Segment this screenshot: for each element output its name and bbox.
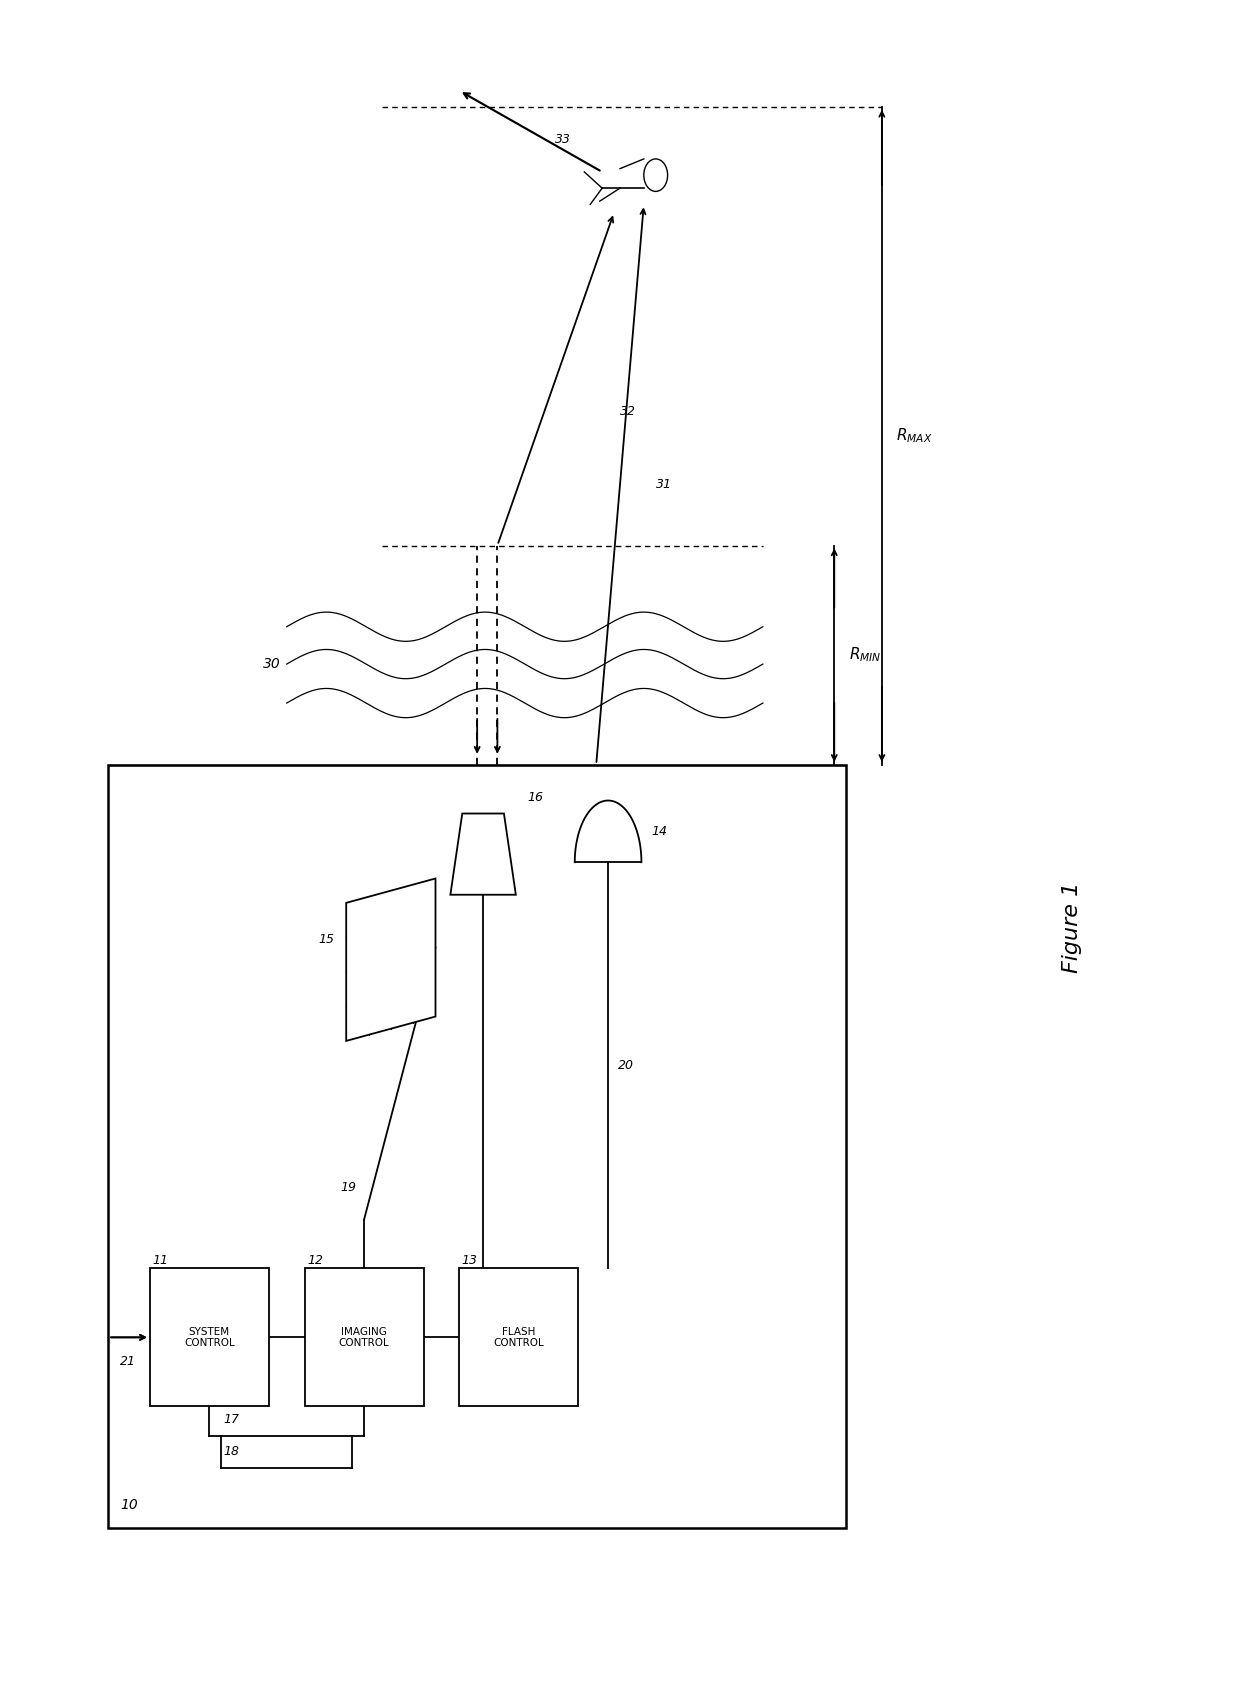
Text: 30: 30 — [263, 656, 280, 672]
Text: 15: 15 — [319, 932, 335, 946]
Text: 19: 19 — [340, 1181, 356, 1193]
Text: 21: 21 — [120, 1355, 136, 1369]
Text: 17: 17 — [223, 1413, 239, 1426]
Text: 18: 18 — [223, 1445, 239, 1459]
Text: IMAGING
CONTROL: IMAGING CONTROL — [339, 1327, 389, 1349]
Polygon shape — [346, 878, 435, 1041]
Text: 11: 11 — [153, 1254, 169, 1267]
Text: 33: 33 — [554, 134, 570, 146]
FancyBboxPatch shape — [459, 1269, 578, 1406]
FancyBboxPatch shape — [150, 1269, 269, 1406]
FancyBboxPatch shape — [305, 1269, 424, 1406]
Text: $R_{MAX}$: $R_{MAX}$ — [897, 426, 932, 445]
Text: 20: 20 — [618, 1059, 634, 1071]
Text: 10: 10 — [120, 1497, 138, 1513]
Text: 31: 31 — [656, 479, 672, 491]
Text: 14: 14 — [651, 826, 667, 838]
Text: 13: 13 — [461, 1254, 477, 1267]
Text: $R_{MIN}$: $R_{MIN}$ — [848, 646, 882, 665]
Text: Figure 1: Figure 1 — [1063, 882, 1083, 973]
Text: SYSTEM
CONTROL: SYSTEM CONTROL — [184, 1327, 234, 1349]
Text: 12: 12 — [308, 1254, 322, 1267]
Text: FLASH
CONTROL: FLASH CONTROL — [494, 1327, 544, 1349]
Polygon shape — [450, 814, 516, 895]
Text: 16: 16 — [528, 790, 544, 804]
Text: 32: 32 — [620, 404, 636, 418]
